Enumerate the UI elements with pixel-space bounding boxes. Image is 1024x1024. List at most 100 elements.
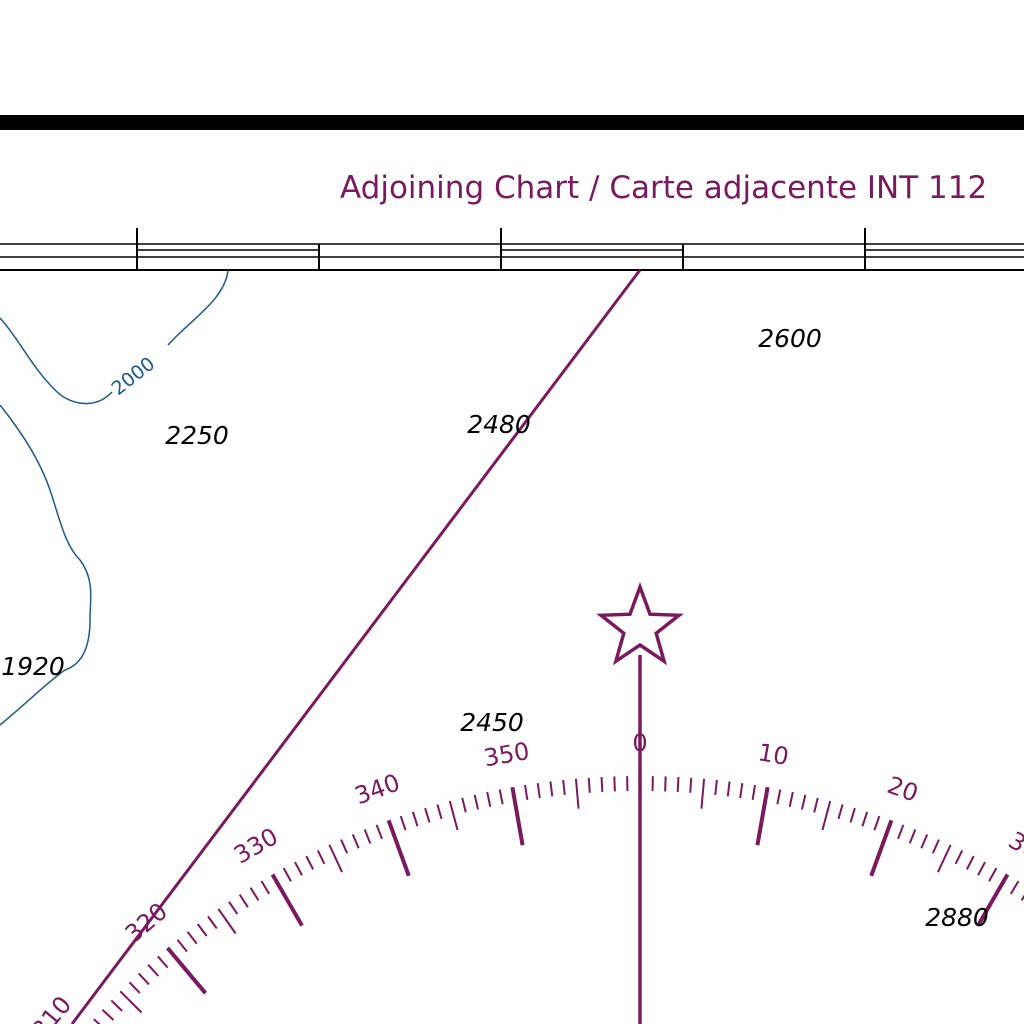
compass-tick bbox=[821, 800, 832, 831]
compass-tick bbox=[147, 964, 159, 977]
compass-tick bbox=[849, 807, 856, 823]
sounding: 2880 bbox=[925, 903, 989, 932]
compass-tick bbox=[93, 1018, 101, 1024]
compass-tick bbox=[613, 776, 616, 792]
compass-tick bbox=[217, 908, 237, 935]
compass-tick bbox=[600, 776, 604, 793]
compass-tick bbox=[751, 784, 756, 801]
compass-tick bbox=[448, 800, 459, 831]
compass-tick bbox=[119, 990, 143, 1014]
compass-tick bbox=[375, 824, 383, 840]
contour-label: 2000 bbox=[108, 353, 160, 400]
compass-tick bbox=[166, 946, 208, 995]
compass-ticks bbox=[93, 776, 1024, 1024]
compass-tick bbox=[498, 789, 504, 805]
compass-tick bbox=[282, 867, 292, 882]
compass-tick bbox=[726, 781, 731, 797]
compass-tick bbox=[700, 778, 706, 809]
compass-tick bbox=[294, 861, 303, 876]
compass-tick bbox=[436, 804, 443, 820]
compass-tick bbox=[837, 804, 844, 820]
compass-tick bbox=[461, 797, 467, 813]
chart-border-bar bbox=[0, 115, 1024, 130]
compass-tick bbox=[937, 844, 952, 873]
compass-label: 10 bbox=[756, 738, 791, 771]
compass-label: 0 bbox=[632, 729, 647, 757]
compass-tick bbox=[800, 794, 807, 810]
compass-label: 330 bbox=[229, 822, 283, 869]
compass-tick bbox=[270, 873, 304, 927]
compass-labels: 0 10 20 30 350 340 330 320 310 bbox=[26, 729, 1024, 1024]
compass-tick bbox=[196, 923, 208, 937]
compass-tick bbox=[486, 791, 492, 807]
compass-tick bbox=[328, 844, 343, 873]
compass-tick bbox=[228, 901, 239, 915]
compass-tick bbox=[714, 779, 718, 796]
compass-tick bbox=[207, 915, 218, 930]
compass-label: 30 bbox=[1004, 826, 1024, 866]
compass-tick bbox=[920, 834, 929, 849]
compass-label: 310 bbox=[26, 991, 77, 1024]
compass-tick bbox=[931, 839, 940, 854]
compass-tick bbox=[549, 781, 554, 797]
compass-tick bbox=[157, 955, 169, 969]
compass-tick bbox=[788, 791, 794, 807]
sounding: 2600 bbox=[758, 324, 822, 353]
compass-tick bbox=[755, 786, 770, 846]
sounding: 1920 bbox=[1, 652, 65, 681]
compass-tick bbox=[186, 931, 198, 945]
compass-tick bbox=[399, 815, 407, 831]
compass-tick bbox=[689, 777, 693, 793]
compass-label: 320 bbox=[120, 897, 173, 948]
compass-tick bbox=[411, 811, 419, 827]
compass-tick bbox=[510, 786, 525, 846]
compass-tick bbox=[954, 849, 964, 865]
compass-tick bbox=[101, 1008, 115, 1021]
depth-contours bbox=[0, 269, 229, 726]
compass-tick bbox=[676, 776, 680, 793]
compass-tick bbox=[869, 819, 894, 877]
compass-tick bbox=[305, 855, 315, 870]
compass-tick bbox=[574, 778, 580, 809]
compass-tick bbox=[739, 783, 744, 799]
compass-tick bbox=[813, 797, 819, 813]
sounding: 2480 bbox=[467, 410, 531, 439]
compass-tick bbox=[260, 880, 271, 895]
compass-tick bbox=[249, 887, 260, 901]
compass-tick bbox=[1020, 894, 1024, 901]
star-symbol bbox=[596, 581, 684, 666]
compass-tick bbox=[664, 776, 667, 792]
compass-tick bbox=[988, 867, 998, 882]
compass-tick bbox=[128, 981, 141, 994]
compass-tick bbox=[176, 939, 188, 953]
compass-tick bbox=[473, 794, 480, 810]
compass-tick bbox=[965, 855, 975, 870]
compass-tick bbox=[1009, 880, 1020, 895]
compass-tick bbox=[424, 807, 431, 823]
compass-tick bbox=[587, 777, 591, 793]
sounding: 2450 bbox=[460, 708, 524, 737]
adjoining-chart-label: Adjoining Chart / Carte adjacente INT 11… bbox=[340, 170, 987, 206]
compass-tick bbox=[908, 829, 917, 844]
compass-tick bbox=[110, 999, 123, 1012]
sounding: 2250 bbox=[165, 421, 229, 450]
compass-tick bbox=[316, 849, 326, 865]
compass-tick bbox=[351, 834, 360, 849]
compass-tick bbox=[861, 811, 869, 827]
compass-tick bbox=[976, 873, 1010, 927]
compass-tick bbox=[562, 779, 566, 796]
compass-label: 340 bbox=[351, 768, 404, 810]
compass-tick bbox=[873, 815, 881, 831]
compass-tick bbox=[897, 824, 905, 840]
compass-tick bbox=[776, 789, 782, 805]
compass-tick bbox=[977, 861, 986, 876]
compass-tick bbox=[137, 972, 150, 986]
compass-label: 350 bbox=[482, 737, 532, 773]
compass-tick bbox=[536, 783, 541, 799]
bearing-line bbox=[70, 269, 642, 1024]
compass-tick bbox=[524, 784, 529, 801]
soundings: 2600 2250 2480 1920 2450 2880 bbox=[1, 324, 989, 932]
latitude-scale bbox=[0, 228, 1024, 271]
compass-tick bbox=[340, 839, 349, 854]
